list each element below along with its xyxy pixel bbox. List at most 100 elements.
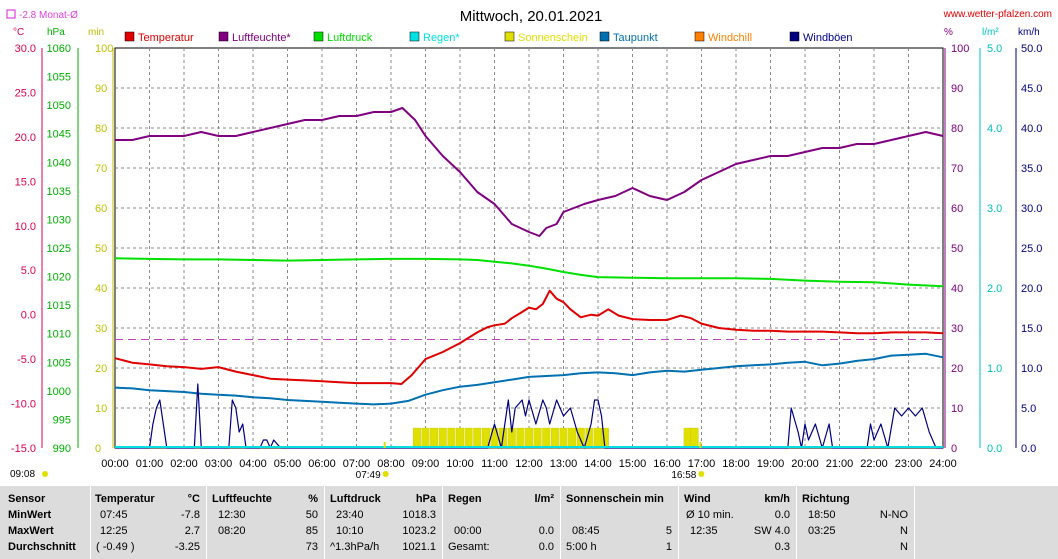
wind-tick-label: 5.0 xyxy=(1021,403,1036,415)
humidity-tick-label: 0 xyxy=(951,443,957,455)
temp-value: 2.7 xyxy=(184,525,200,537)
x-tick-label: 15:00 xyxy=(619,458,647,470)
x-tick-label: 10:00 xyxy=(446,458,474,470)
sunshine-bar xyxy=(559,427,568,449)
wind-tick-label: 35.0 xyxy=(1021,163,1042,175)
x-axis-ticks: 00:00 01:00 02:00 03:00 04:00 05:00 06:00 07:00… xyxy=(101,442,957,481)
column-divider xyxy=(914,486,915,559)
x-tick-label: 04:00 xyxy=(239,458,267,470)
rain-value: 0.0 xyxy=(538,541,554,553)
x-tick-label: 18:00 xyxy=(722,458,750,470)
grid xyxy=(114,47,944,449)
legend-swatch xyxy=(599,31,610,42)
sunshine-time: 08:45 xyxy=(572,525,600,537)
legend-label: Windchill xyxy=(708,32,752,44)
site-url: www.wetter-pfalzen.com xyxy=(943,9,1052,20)
wind-value: SW 4.0 xyxy=(753,525,790,537)
temp-time: 12:25 xyxy=(100,525,128,537)
header-humidity: Luftfeuchte xyxy=(212,493,272,505)
x-tick-label: 21:00 xyxy=(826,458,854,470)
rain-tick-label: 4.0 xyxy=(987,123,1002,135)
column-divider xyxy=(560,486,561,559)
wind-tick-label: 25.0 xyxy=(1021,243,1042,255)
unit-hpa: hPa xyxy=(47,27,65,38)
x-tick-label: 13:00 xyxy=(550,458,578,470)
x-tick-label: 00:00 xyxy=(101,458,129,470)
x-tick-label: 20:00 xyxy=(791,458,819,470)
unit-celsius: °C xyxy=(13,27,24,38)
legend: Temperatur Luftfeuchte* Luftdruck Regen* Son… xyxy=(124,31,853,44)
sunshine-bar xyxy=(594,427,602,449)
sunshine-bar xyxy=(430,427,439,449)
sun-icon xyxy=(42,471,48,477)
sunrise-label: 07:49 xyxy=(356,470,381,481)
temp-value: -3.25 xyxy=(174,541,200,553)
sunshine-tick-label: 10 xyxy=(95,403,107,415)
sunshine-tick-label: 50 xyxy=(95,243,107,255)
rain-tick-label: 2.0 xyxy=(987,283,1002,295)
series-line-luftfeuchte xyxy=(115,107,944,237)
wind-tick-label: 40.0 xyxy=(1021,123,1042,135)
pressure-tick-label: 1005 xyxy=(47,357,71,369)
humidity-tick-label: 40 xyxy=(951,283,963,295)
sunshine-tick-label: 30 xyxy=(95,323,107,335)
footer-time: 09:08 xyxy=(10,469,35,480)
header-sunshine: Sonnenschein min xyxy=(566,493,664,505)
temp-time: ( -0.49 ) xyxy=(96,541,135,553)
sunshine-tick-label: 80 xyxy=(95,123,107,135)
temperature-tick-label: 5.0 xyxy=(21,265,36,277)
wind-tick-label: 30.0 xyxy=(1021,203,1042,215)
humidity-tick-label: 100 xyxy=(951,43,969,55)
legend-label: Luftdruck xyxy=(327,32,373,44)
header-rain-unit: l/m² xyxy=(534,493,554,505)
humidity-tick-label: 10 xyxy=(951,403,963,415)
sunrise-marker xyxy=(383,442,386,448)
humidity-value: 73 xyxy=(305,541,318,553)
unit-kmh: km/h xyxy=(1018,27,1040,38)
pressure-value: 1018.3 xyxy=(402,509,436,521)
series-line-taupunkt xyxy=(114,352,944,406)
header-wind-unit: km/h xyxy=(764,493,790,505)
sunshine-bar xyxy=(683,427,692,449)
row-label: MaxWert xyxy=(8,525,54,537)
legend-swatch xyxy=(313,31,324,42)
sunshine-tick-label: 60 xyxy=(95,203,107,215)
header-temperature: Temperatur xyxy=(95,493,155,505)
column-divider xyxy=(442,486,443,559)
rain-tick-label: 0.0 xyxy=(987,443,1002,455)
legend-label: Regen* xyxy=(423,32,460,44)
pressure-tick-label: 1060 xyxy=(47,43,71,55)
direction-value: N xyxy=(900,541,908,553)
header-rain: Regen xyxy=(448,493,482,505)
pressure-tick-label: 1050 xyxy=(47,100,71,112)
sunshine-tick-label: 20 xyxy=(95,363,107,375)
wind-time: Ø 10 min. xyxy=(686,509,734,521)
wind-tick-label: 45.0 xyxy=(1021,83,1042,95)
unit-min: min xyxy=(88,27,104,38)
temperature-tick-label: 10.0 xyxy=(15,221,36,233)
chart-title: Mittwoch, 20.01.2021 xyxy=(460,8,603,25)
sunshine-value: 5 xyxy=(665,525,672,537)
pressure-tick-label: 1015 xyxy=(47,300,71,312)
wind-tick-label: 50.0 xyxy=(1021,43,1042,55)
humidity-value: 85 xyxy=(305,525,318,537)
temperature-tick-label: 25.0 xyxy=(15,87,36,99)
pressure-tick-label: 1030 xyxy=(47,214,71,226)
temperature-tick-label: 15.0 xyxy=(15,176,36,188)
header-pressure-unit: hPa xyxy=(415,493,436,505)
table-header-row: Sensor Temperatur °C Luftfeuchte % Luftd… xyxy=(0,491,1058,508)
wind-tick-label: 15.0 xyxy=(1021,323,1042,335)
series-layer xyxy=(114,107,944,449)
humidity-tick-label: 70 xyxy=(951,163,963,175)
x-tick-label: 01:00 xyxy=(136,458,164,470)
sunshine-bar xyxy=(473,427,482,449)
pressure-tick-label: 1045 xyxy=(47,129,71,141)
wind-tick-label: 0.0 xyxy=(1021,443,1036,455)
rain-time: 00:00 xyxy=(454,525,482,537)
x-tick-label: 02:00 xyxy=(170,458,198,470)
pressure-value: 1023.2 xyxy=(402,525,436,537)
legend-swatch xyxy=(504,31,515,42)
sunshine-bar xyxy=(516,427,525,449)
x-tick-label: 09:00 xyxy=(412,458,440,470)
x-tick-label: 17:00 xyxy=(688,458,716,470)
